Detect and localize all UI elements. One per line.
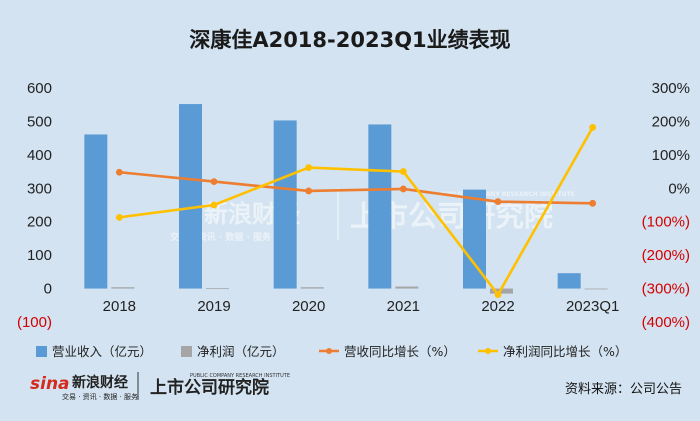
bar-profit-2021 [395, 286, 419, 289]
right-tick-label: (400%) [642, 314, 690, 331]
footer-sina-logo: sina [30, 374, 70, 394]
point-revenue-growth-2019 [210, 178, 218, 186]
x-tick-label: 2018 [103, 298, 136, 315]
bar-revenue-2020 [273, 120, 297, 289]
left-tick-label: 400 [27, 147, 52, 164]
point-revenue-growth-2023Q1 [589, 199, 597, 207]
line-profit-growth [119, 126, 594, 296]
source-note: 资料来源：公司公告 [565, 382, 682, 397]
bar-revenue-2022 [463, 189, 486, 289]
left-tick-label: 600 [27, 80, 52, 97]
footer-institute: 上市公司研究院 [150, 377, 269, 398]
point-revenue-growth-2022 [494, 198, 502, 206]
bar-profit-2018 [111, 287, 135, 289]
right-axis: 300% 200% 100% 0% (100%) (200%) (300%) (400%) [642, 80, 690, 331]
right-tick-label: 0% [668, 180, 690, 197]
point-profit-growth-2021 [399, 168, 407, 175]
right-tick-label: 300% [652, 80, 690, 97]
legend: 营业收入（亿元） 净利润（亿元） 营收同比增长（%） 净利润同比增长（%） [36, 344, 627, 359]
x-tick-label: 2023Q1 [566, 298, 619, 315]
point-profit-growth-2022 [494, 291, 502, 298]
point-profit-growth-2018 [115, 213, 123, 221]
left-tick-label: 200 [27, 214, 52, 231]
x-tick-label: 2021 [387, 298, 420, 315]
left-tick-label: 300 [27, 180, 52, 197]
right-tick-label: (100%) [642, 214, 690, 231]
legend-label: 净利润同比增长（%） [503, 344, 627, 359]
legend-swatch [181, 346, 192, 357]
left-tick-label: 500 [27, 113, 52, 130]
right-tick-label: (200%) [642, 247, 690, 264]
right-tick-label: 100% [652, 147, 690, 164]
plot-area [84, 104, 608, 298]
x-tick-label: 2022 [481, 298, 514, 315]
watermark-institute-en: PUBLIC COMPANY RESEARCH INSTITUTE [440, 191, 575, 198]
footer-brand-sub: 交易 · 资讯 · 数据 · 服务 [62, 392, 138, 401]
chart-title: 深康佳A2018-2023Q1业绩表现 [189, 28, 510, 52]
bar-profit-2023Q1 [584, 288, 608, 290]
bar-revenue-2021 [368, 124, 392, 289]
legend-swatch [36, 346, 47, 357]
bar-profit-2022 [490, 288, 513, 294]
bar-profit-2019 [206, 288, 229, 290]
bar-profit-2020 [300, 287, 324, 289]
line-revenue-growth [119, 170, 593, 205]
footer-brand: 新浪财经 [72, 374, 128, 391]
left-axis: 600 500 400 300 200 100 0 (100) [17, 80, 52, 331]
left-tick-label: 0 [44, 281, 52, 298]
point-profit-growth-2019 [210, 201, 218, 209]
bar-revenue-2018 [84, 134, 108, 289]
point-profit-growth-2023Q1 [589, 124, 597, 131]
x-axis: 2018 2019 2020 2021 2022 2023Q1 [103, 298, 620, 315]
legend-label: 营收同比增长（%） [344, 344, 456, 359]
left-tick-label: (100) [17, 314, 52, 331]
footer-logo: sina 新浪财经 交易 · 资讯 · 数据 · 服务 上市公司研究院 PUBL… [30, 372, 290, 401]
point-revenue-growth-2020 [305, 187, 313, 195]
legend-label: 净利润（亿元） [197, 344, 285, 359]
point-revenue-growth-2018 [115, 168, 123, 176]
point-profit-growth-2020 [305, 164, 313, 171]
right-tick-label: (300%) [642, 281, 690, 298]
point-revenue-growth-2021 [399, 185, 407, 193]
footer-institute-en: PUBLIC COMPANY RESEARCH INSTITUTE [190, 373, 290, 379]
bar-revenue-2019 [179, 104, 202, 289]
bar-revenue-2023Q1 [557, 273, 581, 289]
legend-marker [326, 348, 332, 354]
right-tick-label: 200% [652, 113, 690, 130]
legend-marker [485, 348, 491, 354]
x-tick-label: 2020 [292, 298, 325, 315]
x-tick-label: 2019 [197, 298, 230, 315]
left-tick-label: 100 [27, 247, 52, 264]
legend-label: 营业收入（亿元） [52, 344, 152, 359]
